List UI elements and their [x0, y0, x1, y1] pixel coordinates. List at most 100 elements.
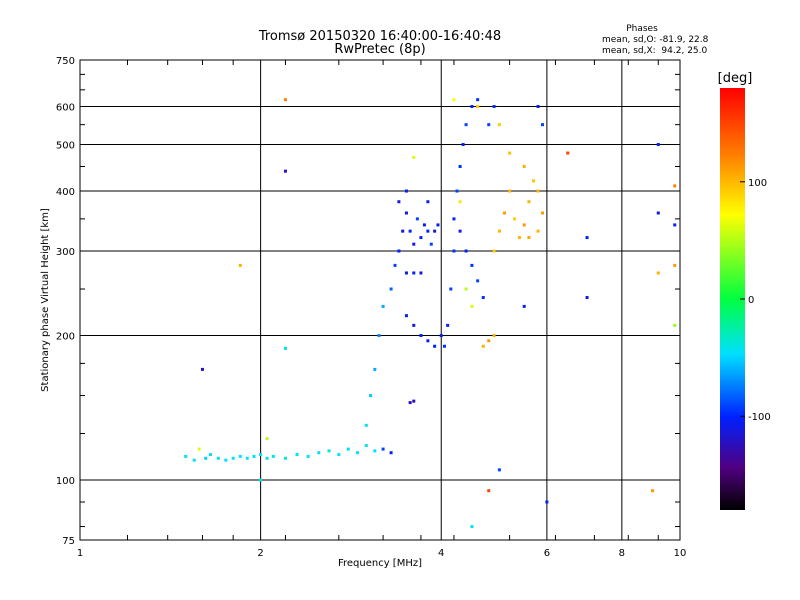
data-point — [283, 98, 287, 102]
data-point — [522, 164, 526, 168]
data-point — [426, 339, 430, 343]
data-point — [426, 200, 430, 204]
data-point — [470, 105, 474, 109]
y-tick-label: 100 — [56, 476, 75, 487]
colorbar-tick-label: 100 — [748, 178, 767, 189]
data-point — [373, 449, 377, 453]
data-point — [532, 179, 536, 183]
data-point — [393, 263, 397, 267]
colorbar-ticks: 100 0 -100 — [740, 178, 771, 423]
colorbar-tick-label: -100 — [748, 412, 771, 423]
y-tick-label: 400 — [56, 187, 75, 198]
data-point — [449, 287, 453, 291]
data-point — [487, 123, 491, 127]
data-point — [497, 468, 501, 472]
data-point — [259, 453, 263, 457]
data-point — [464, 123, 468, 127]
data-point — [585, 236, 589, 240]
data-point — [381, 447, 385, 451]
data-point — [245, 456, 249, 460]
colorbar-label: [deg] — [718, 71, 753, 86]
data-point — [283, 346, 287, 350]
data-point — [673, 223, 677, 227]
data-point — [364, 444, 368, 448]
data-point — [408, 229, 412, 233]
data-point — [204, 456, 208, 460]
data-point — [470, 263, 474, 267]
data-point — [389, 451, 393, 455]
data-point — [446, 323, 450, 327]
data-point — [527, 200, 531, 204]
data-point — [404, 314, 408, 318]
data-point — [295, 453, 299, 457]
data-point — [283, 456, 287, 460]
data-point — [373, 367, 377, 371]
y-tick-label: 500 — [56, 141, 75, 152]
data-point — [452, 98, 456, 102]
data-point — [377, 334, 381, 338]
data-point — [306, 454, 310, 458]
data-point — [541, 211, 545, 215]
data-point — [508, 151, 512, 155]
x-tick-label: 4 — [438, 548, 444, 559]
data-point — [327, 449, 331, 453]
data-point — [439, 334, 443, 338]
y-tick-label: 600 — [56, 103, 75, 114]
data-point — [487, 339, 491, 343]
data-point — [412, 271, 416, 275]
data-point — [513, 217, 517, 221]
data-point — [397, 249, 401, 253]
data-point — [492, 334, 496, 338]
data-point — [673, 323, 677, 327]
data-point — [433, 344, 437, 348]
data-point — [412, 155, 416, 159]
data-point — [492, 249, 496, 253]
data-point — [346, 447, 350, 451]
data-point — [224, 458, 228, 462]
data-point — [364, 423, 368, 427]
data-point — [208, 453, 212, 457]
data-point — [355, 451, 359, 455]
data-point — [522, 304, 526, 308]
data-point — [369, 394, 373, 398]
data-point — [200, 367, 204, 371]
chart-subtitle: RwPretec (8p) — [334, 42, 425, 57]
data-point — [197, 447, 201, 451]
data-point — [412, 323, 416, 327]
y-tick-label: 300 — [56, 247, 75, 258]
data-points — [184, 98, 677, 529]
data-point — [404, 271, 408, 275]
data-point — [541, 123, 545, 127]
data-point — [238, 263, 242, 267]
data-point — [470, 304, 474, 308]
data-point — [452, 217, 456, 221]
data-point — [651, 489, 655, 493]
grid-lines — [79, 60, 681, 540]
data-point — [481, 296, 485, 300]
data-point — [216, 456, 220, 460]
colorbar-tick-label: 0 — [748, 295, 754, 306]
data-point — [461, 143, 465, 147]
y-tick-label: 200 — [56, 332, 75, 343]
data-point — [231, 456, 235, 460]
chart-title: Tromsø 20150320 16:40:00-16:40:48 — [258, 29, 501, 44]
phase-info-o: mean, sd,O: -81.9, 22.8 — [602, 35, 709, 45]
phase-info-heading: Phases — [626, 24, 658, 34]
data-point — [419, 271, 423, 275]
data-point — [673, 184, 677, 188]
data-point — [545, 500, 549, 504]
data-point — [476, 279, 480, 283]
data-point — [426, 229, 430, 233]
y-axis-label: Stationary phase Virtual Height [km] — [40, 208, 51, 392]
data-point — [271, 454, 275, 458]
x-tick-label: 6 — [544, 548, 550, 559]
data-point — [673, 263, 677, 267]
data-point — [265, 437, 269, 441]
data-point — [337, 453, 341, 457]
data-point — [442, 344, 446, 348]
data-point — [184, 454, 188, 458]
data-point — [566, 151, 570, 155]
data-point — [429, 242, 433, 246]
data-point — [389, 287, 393, 291]
